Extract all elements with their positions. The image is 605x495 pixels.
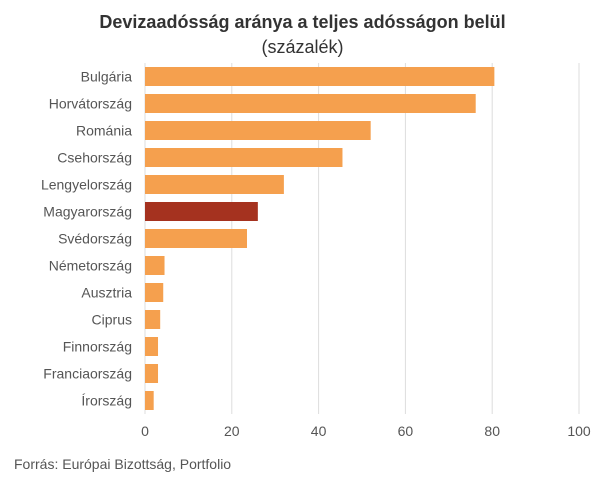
x-tick-label: 60: [398, 423, 414, 439]
chart-subtitle: (százalék): [261, 37, 344, 57]
bar: [145, 310, 161, 329]
x-tick-label: 40: [311, 423, 327, 439]
category-label: Ausztria: [81, 285, 132, 301]
bar: [145, 283, 164, 302]
chart-title: Devizaadósság aránya a teljes adósságon …: [99, 12, 506, 32]
category-label: Románia: [76, 123, 132, 139]
bar: [145, 256, 165, 275]
category-label: Franciaország: [43, 366, 132, 382]
bar: [145, 175, 284, 194]
x-tick-label: 0: [141, 423, 149, 439]
category-label: Bulgária: [81, 69, 133, 85]
bar: [145, 94, 476, 113]
bar: [145, 121, 371, 140]
bar: [145, 148, 343, 167]
bar: [145, 337, 159, 356]
x-tick-label: 80: [484, 423, 500, 439]
category-label: Csehország: [57, 150, 132, 166]
x-tick-label: 20: [224, 423, 240, 439]
category-label: Ciprus: [92, 312, 132, 328]
bar: [145, 364, 159, 383]
category-label: Finnország: [63, 339, 132, 355]
bar: [145, 202, 258, 221]
category-label: Magyarország: [43, 204, 132, 220]
source-note: Forrás: Európai Bizottság, Portfolio: [14, 456, 232, 472]
category-label: Svédország: [58, 231, 132, 247]
bar: [145, 391, 154, 410]
category-label: Németország: [49, 258, 132, 274]
bar: [145, 229, 247, 248]
category-label: Írország: [81, 393, 132, 409]
category-label: Lengyelország: [41, 177, 132, 193]
bar: [145, 67, 495, 86]
x-tick-label: 100: [567, 423, 591, 439]
category-label: Horvátország: [49, 96, 132, 112]
